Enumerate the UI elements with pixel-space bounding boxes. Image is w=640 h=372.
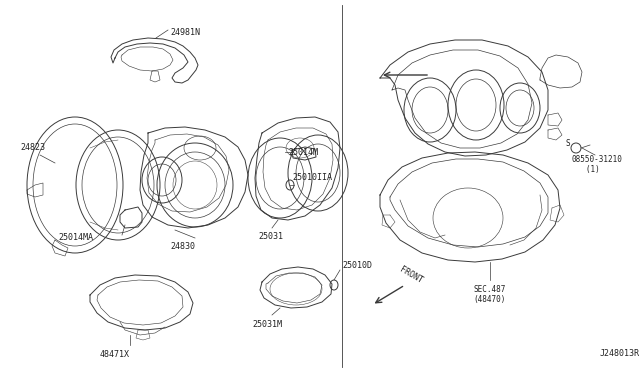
- Text: S: S: [565, 138, 570, 148]
- Text: J248013R: J248013R: [600, 349, 640, 358]
- Text: 25014MA: 25014MA: [58, 234, 93, 243]
- Text: SEC.487
(48470): SEC.487 (48470): [474, 285, 506, 304]
- Text: 25014M: 25014M: [288, 148, 318, 157]
- Text: 25031: 25031: [258, 232, 283, 241]
- Text: 08550-31210
   (1): 08550-31210 (1): [572, 155, 623, 174]
- Text: 25010IIA: 25010IIA: [292, 173, 332, 182]
- Text: 48471X: 48471X: [100, 350, 130, 359]
- Text: 24823: 24823: [20, 144, 45, 153]
- Text: 25031M: 25031M: [252, 320, 282, 329]
- Text: 24830: 24830: [170, 242, 195, 251]
- Text: FRONT: FRONT: [398, 265, 424, 285]
- Text: 24981N: 24981N: [170, 28, 200, 37]
- Text: 25010D: 25010D: [342, 260, 372, 269]
